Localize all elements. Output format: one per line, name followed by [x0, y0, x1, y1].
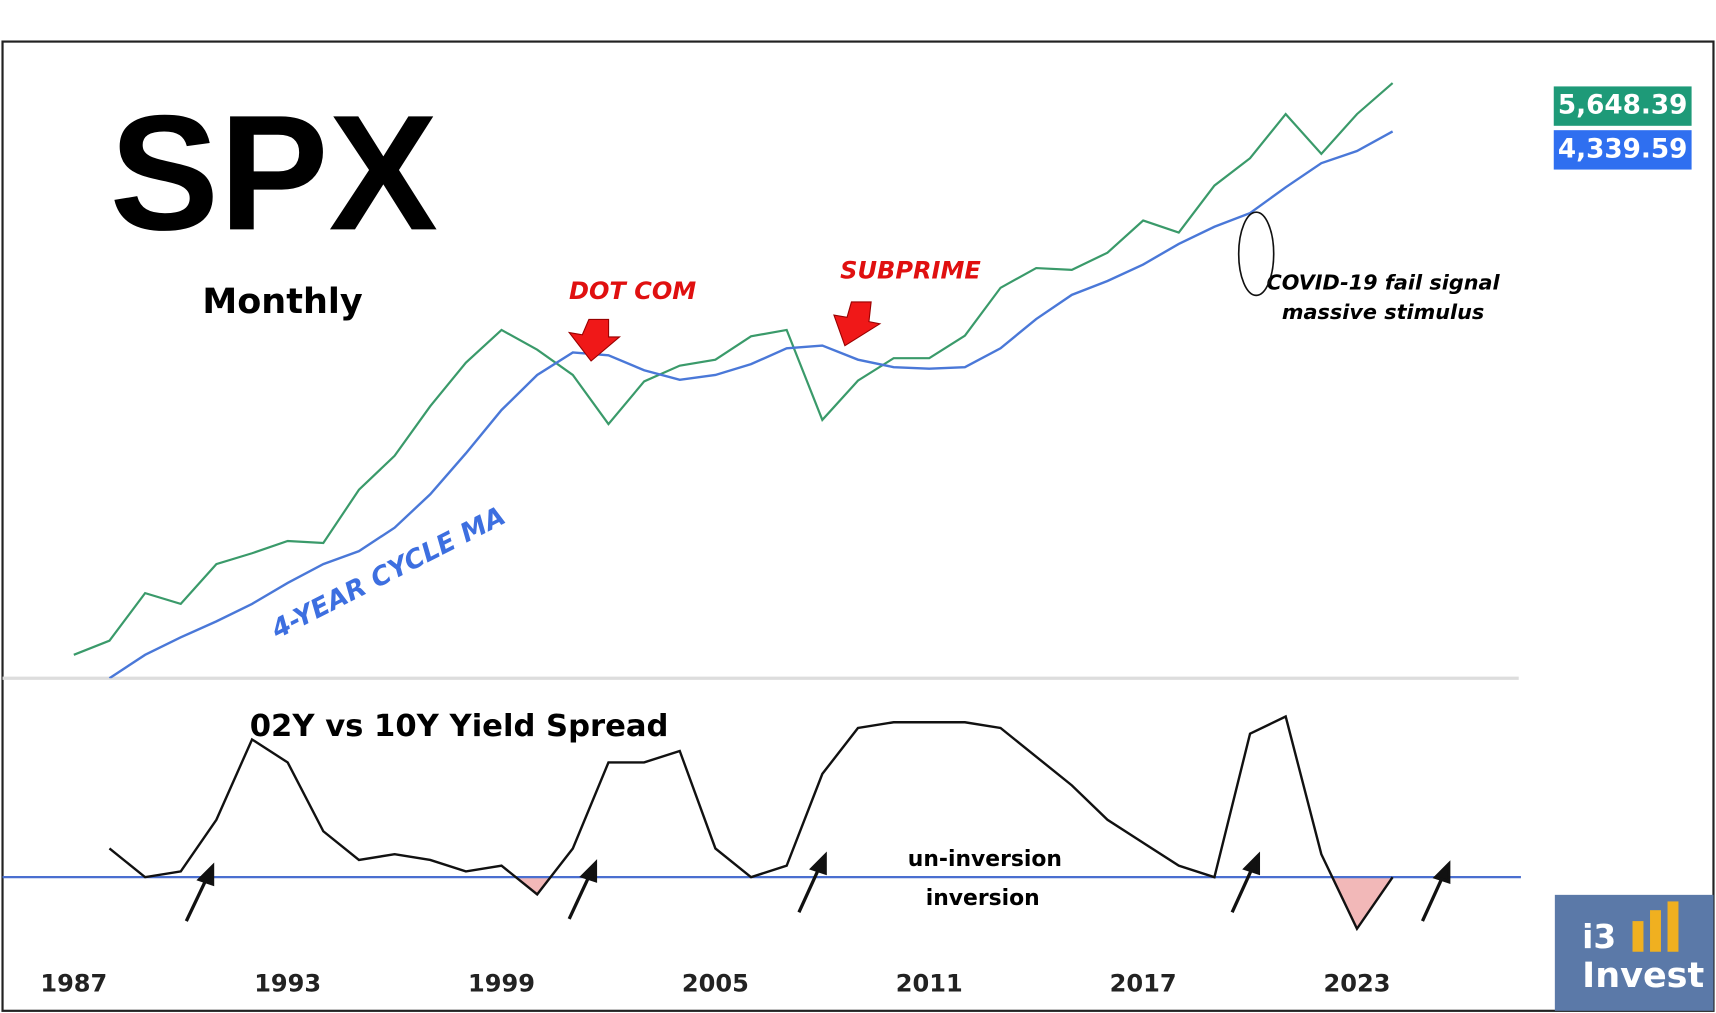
- price-label: 4,339.59: [1558, 134, 1688, 164]
- x-tick-label: 2011: [896, 970, 963, 998]
- annotation: inversion: [926, 886, 1040, 911]
- price-label-box: [1553, 86, 1692, 126]
- red-arrow: [833, 301, 882, 347]
- price-label: 5,648.39: [1558, 91, 1688, 121]
- arrows: [184, 851, 1451, 922]
- x-tick-label: 2005: [682, 970, 749, 998]
- x-tick-label: 1999: [468, 970, 535, 998]
- logo-text: i3: [1582, 918, 1616, 956]
- series-line: [108, 130, 1394, 679]
- frame: [1, 40, 1715, 1012]
- series-label: 4-YEAR CYCLE MA: [266, 501, 511, 645]
- plot-area: 5,648.39 4,339.59 1987 1993 1999 2005 2011 2017…: [2, 82, 1692, 998]
- annotation: DOT COM: [569, 277, 696, 305]
- panel-title: 02Y vs 10Y Yield Spread: [250, 709, 669, 744]
- annotation: SUBPRIME: [840, 256, 981, 284]
- series-line: [73, 82, 1394, 656]
- chart-title: SPX: [110, 80, 438, 264]
- annotation: massive stimulus: [1282, 300, 1484, 324]
- annotation: un-inversion: [908, 847, 1062, 872]
- price-label-box: [1553, 130, 1692, 170]
- highlight-ellipse: [1237, 211, 1275, 297]
- annotation: COVID-19 fail signal: [1267, 270, 1501, 294]
- x-tick-label: 1993: [254, 970, 321, 998]
- spread-line: [108, 714, 1394, 932]
- logo-box: [1554, 894, 1714, 1011]
- inversion-area: [515, 877, 1393, 929]
- x-tick-label: 2023: [1324, 970, 1391, 998]
- logo-text: Invest: [1582, 956, 1704, 996]
- logo-bars: [1632, 901, 1679, 952]
- red-arrow: [567, 318, 622, 362]
- chart-subtitle: Monthly: [202, 282, 362, 322]
- x-tick-label: 2017: [1110, 970, 1177, 998]
- x-tick-label: 1987: [40, 970, 107, 998]
